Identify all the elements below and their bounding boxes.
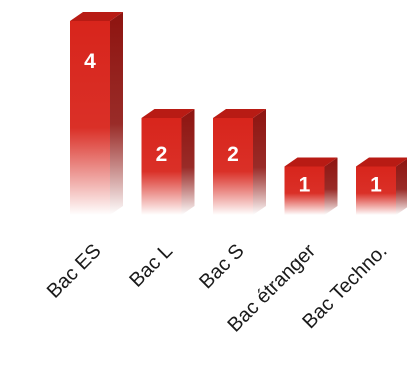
bar: 1	[284, 157, 338, 215]
bar-front	[70, 21, 110, 215]
bar-front	[141, 118, 182, 215]
bar-side	[324, 157, 338, 215]
bar-side	[181, 109, 195, 215]
bar: 4	[70, 12, 123, 215]
bar: 2	[213, 109, 266, 215]
bar-top	[70, 12, 123, 21]
bar: 2	[141, 109, 195, 215]
bar-side	[396, 158, 407, 215]
data-label: 1	[370, 173, 382, 196]
x-tick-label: Bac L	[125, 240, 177, 292]
bar: 1	[356, 157, 407, 215]
x-tick-label: Bac ES	[43, 240, 106, 303]
data-label: 1	[299, 173, 311, 196]
bar-front	[284, 166, 325, 215]
data-label: 2	[227, 143, 239, 166]
bar-front	[356, 166, 396, 215]
bar-top	[284, 157, 338, 167]
bar-top	[141, 109, 195, 118]
bar-side	[253, 109, 266, 215]
bars-group: 4 2 2 1 1	[70, 12, 407, 215]
bar-side	[110, 12, 123, 215]
bar-top	[213, 109, 266, 118]
bar-front	[213, 118, 253, 215]
x-tick-label: Bac S	[195, 240, 248, 293]
data-label: 2	[156, 143, 168, 166]
data-label: 4	[84, 50, 96, 73]
bar-top	[356, 157, 407, 167]
